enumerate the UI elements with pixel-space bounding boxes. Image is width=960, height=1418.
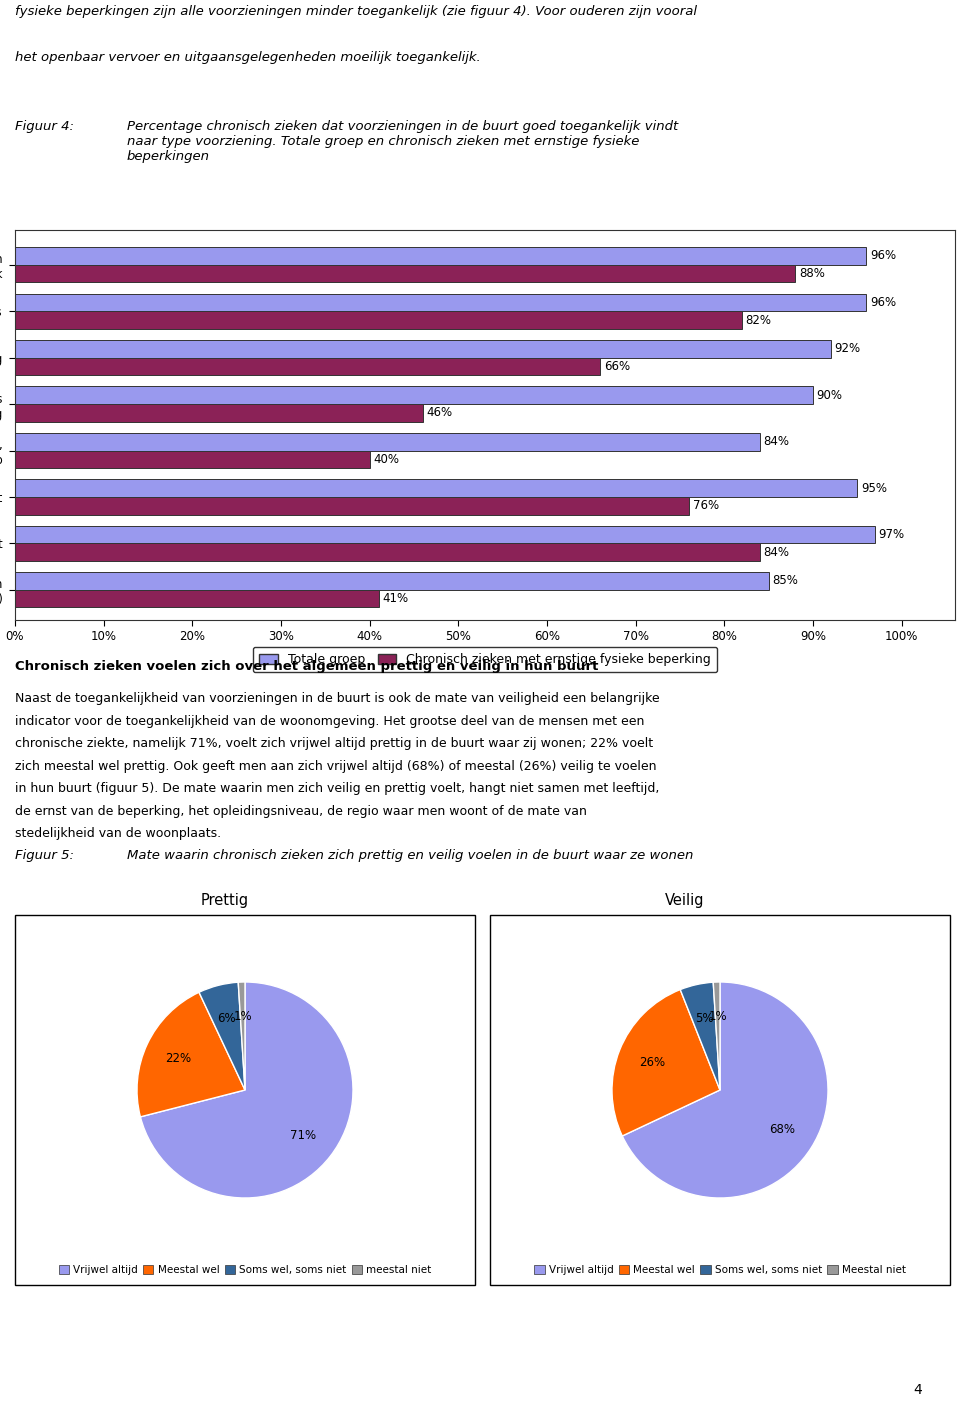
Bar [15,590,378,607]
Text: het openbaar vervoer en uitgaansgelegenheden moeilijk toegankelijk.: het openbaar vervoer en uitgaansgelegenh… [15,51,481,64]
Bar [15,526,876,543]
Text: indicator voor de toegankelijkheid van de woonomgeving. Het grootse deel van de : indicator voor de toegankelijkheid van d… [15,715,644,727]
Text: 5%: 5% [695,1012,713,1025]
Bar [15,265,796,282]
Text: chronische ziekte, namelijk 71%, voelt zich vrijwel altijd prettig in de buurt w: chronische ziekte, namelijk 71%, voelt z… [15,737,653,750]
Text: 68%: 68% [769,1123,795,1136]
Text: 84%: 84% [763,546,789,559]
Bar [15,573,769,590]
Text: 95%: 95% [861,482,887,495]
Text: de ernst van de beperking, het opleidingsniveau, de regio waar men woont of de m: de ernst van de beperking, het opleiding… [15,805,587,818]
Text: 88%: 88% [799,267,825,281]
Text: 82%: 82% [746,313,772,326]
Text: 6%: 6% [217,1012,236,1025]
Text: 4: 4 [913,1383,922,1397]
Text: 46%: 46% [426,407,452,420]
Text: 96%: 96% [870,250,896,262]
Text: Chronisch zieken voelen zich over het algemeen prettig en veilig in hun buurt: Chronisch zieken voelen zich over het al… [15,659,598,674]
Text: 85%: 85% [773,574,798,587]
Bar [15,432,760,451]
Bar [15,479,857,496]
Text: Veilig: Veilig [665,892,705,908]
Text: in hun buurt (figuur 5). De mate waarin men zich veilig en prettig voelt, hangt : in hun buurt (figuur 5). De mate waarin … [15,783,660,795]
Bar [15,496,689,515]
Text: 26%: 26% [638,1056,664,1069]
Bar [15,451,370,468]
Bar [15,543,760,562]
Text: 22%: 22% [165,1052,192,1065]
Bar [15,357,600,376]
Bar [15,340,830,357]
Wedge shape [140,983,353,1198]
Text: Figuur 4:: Figuur 4: [15,121,74,133]
Text: Prettig: Prettig [201,892,249,908]
Wedge shape [622,983,828,1198]
Text: 97%: 97% [878,527,905,542]
Text: Naast de toegankelijkheid van voorzieningen in de buurt is ook de mate van veili: Naast de toegankelijkheid van voorzienin… [15,692,660,705]
Bar [15,294,866,311]
Legend: Totale groep, Chronisch zieken met ernstige fysieke beperking: Totale groep, Chronisch zieken met ernst… [252,647,717,672]
Text: 1%: 1% [233,1010,252,1024]
Text: 1%: 1% [708,1010,727,1024]
Text: 71%: 71% [290,1129,316,1141]
Text: Figuur 5:: Figuur 5: [15,849,74,862]
Text: 76%: 76% [692,499,719,512]
Legend: Vrijwel altijd, Meestal wel, Soms wel, soms niet, meestal niet: Vrijwel altijd, Meestal wel, Soms wel, s… [55,1261,436,1279]
Wedge shape [713,983,720,1090]
Text: 40%: 40% [373,452,399,467]
Text: Mate waarin chronisch zieken zich prettig en veilig voelen in de buurt waar ze w: Mate waarin chronisch zieken zich pretti… [127,849,693,862]
Text: 90%: 90% [817,389,843,401]
Text: 66%: 66% [604,360,630,373]
Text: 92%: 92% [834,342,860,356]
Wedge shape [612,990,720,1136]
Bar [15,311,742,329]
Text: Percentage chronisch zieken dat voorzieningen in de buurt goed toegankelijk vind: Percentage chronisch zieken dat voorzien… [127,121,678,163]
Wedge shape [681,983,720,1090]
Text: 84%: 84% [763,435,789,448]
Wedge shape [238,983,245,1090]
Text: stedelijkheid van de woonplaats.: stedelijkheid van de woonplaats. [15,827,221,841]
Wedge shape [137,993,245,1117]
Wedge shape [199,983,245,1090]
Text: 41%: 41% [382,593,408,605]
Text: zich meestal wel prettig. Ook geeft men aan zich vrijwel altijd (68%) of meestal: zich meestal wel prettig. Ook geeft men … [15,760,657,773]
Bar [15,247,866,265]
Bar [15,404,423,421]
Legend: Vrijwel altijd, Meestal wel, Soms wel, soms niet, Meestal niet: Vrijwel altijd, Meestal wel, Soms wel, s… [530,1261,910,1279]
Bar [15,387,813,404]
Text: 96%: 96% [870,296,896,309]
Text: fysieke beperkingen zijn alle voorzieningen minder toegankelijk (zie figuur 4). : fysieke beperkingen zijn alle voorzienin… [15,6,697,18]
